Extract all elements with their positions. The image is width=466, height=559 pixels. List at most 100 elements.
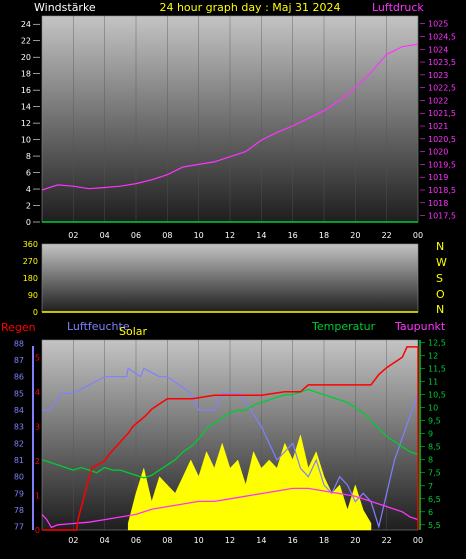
luftdruck-tick-12: 1023,5 <box>428 58 456 67</box>
windstaerke-tick-4: 8 <box>26 152 31 161</box>
pressure-x-tick-1: 04 <box>100 231 110 240</box>
temperatur-tick-11: 11 <box>428 378 438 387</box>
temperature-x-tick-8: 18 <box>319 536 329 545</box>
series-luftdruck <box>41 43 419 191</box>
luftfeuchte-tick-5: 82 <box>14 439 24 448</box>
windstaerke-tick-6: 12 <box>21 119 31 128</box>
pressure-x-tick-2: 06 <box>131 231 141 240</box>
luftdruck-tick-2: 1018,5 <box>428 186 456 195</box>
luftfeuchte-tick-0: 77 <box>14 523 24 532</box>
temperatur-tick-3: 7 <box>428 482 433 491</box>
pressure-x-tick-10: 22 <box>382 231 392 240</box>
series-layer <box>41 43 419 531</box>
series-luftfeuchte <box>42 367 419 529</box>
regen-label: Regen <box>1 321 36 334</box>
temperatur-tick-6: 8,5 <box>428 443 441 452</box>
temperatur-tick-4: 7,5 <box>428 469 441 478</box>
luftdruck-axis: 1017,5 1018 1018,5 1019 1019,5 1020 1020,5 1021… <box>420 20 456 221</box>
series-regen <box>42 346 419 531</box>
luftdruck-tick-5: 1020 <box>428 148 448 157</box>
pressure-x-tick-11: 00 <box>413 231 423 240</box>
luftdruck-tick-15: 1025 <box>428 20 448 29</box>
compass-w: W <box>436 256 447 269</box>
luftfeuchte-tick-6: 83 <box>14 423 24 432</box>
temperatur-axis: 5,5 6 6,5 7 7,5 8 8,5 9 9,5 10 10,5 11 11,5 12 12,5 <box>419 339 446 530</box>
luftfeuchte-tick-8: 85 <box>14 389 24 398</box>
winddir-tick-0: 0 <box>33 308 38 317</box>
pressure-grid <box>73 16 419 222</box>
compass-n-bottom: N <box>436 303 444 316</box>
regen-tick-0: 0 <box>35 526 40 535</box>
luftfeuchte-tick-1: 78 <box>14 506 24 515</box>
pressure-x-tick-3: 08 <box>162 231 172 240</box>
luftfeuchte-tick-10: 87 <box>14 356 24 365</box>
temperatur-tick-0: 5,5 <box>428 521 441 530</box>
temperatur-tick-8: 9,5 <box>428 417 441 426</box>
windstaerke-tick-2: 4 <box>26 185 31 194</box>
temperature-x-tick-9: 20 <box>350 536 360 545</box>
luftdruck-tick-0: 1017,5 <box>428 212 456 221</box>
windstaerke-tick-11: 22 <box>21 37 31 46</box>
windstaerke-tick-7: 14 <box>21 103 31 112</box>
compass-n-top: N <box>436 240 444 253</box>
windstaerke-tick-8: 16 <box>21 86 31 95</box>
temperatur-tick-2: 6,5 <box>428 495 441 504</box>
temperatur-tick-7: 9 <box>428 430 433 439</box>
pressure-x-tick-5: 12 <box>225 231 235 240</box>
windstaerke-tick-5: 10 <box>21 136 31 145</box>
windstaerke-tick-9: 18 <box>21 70 31 79</box>
luftdruck-tick-11: 1023 <box>428 71 448 80</box>
temperatur-label: Temperatur <box>311 320 376 333</box>
temperatur-tick-1: 6 <box>428 508 433 517</box>
temperatur-tick-12: 11,5 <box>428 365 446 374</box>
compass-o: O <box>436 288 445 301</box>
luftdruck-tick-1: 1018 <box>428 199 448 208</box>
luftdruck-tick-4: 1019,5 <box>428 160 456 169</box>
windstaerke-label: Windstärke <box>34 1 96 14</box>
series-solar <box>127 434 372 531</box>
temperature-x-tick-7: 16 <box>288 536 298 545</box>
temperatur-tick-9: 10 <box>428 404 438 413</box>
compass-s: S <box>436 272 443 285</box>
pressure-x-tick-0: 02 <box>68 231 78 240</box>
temperature-x-tick-4: 10 <box>194 536 204 545</box>
regen-tick-4: 4 <box>35 388 40 397</box>
temperature-x-tick-1: 04 <box>100 536 110 545</box>
solar-label: Solar <box>119 325 148 338</box>
windstaerke-tick-1: 2 <box>26 202 31 211</box>
pressure-x-tick-7: 16 <box>288 231 298 240</box>
temperature-x-tick-3: 08 <box>162 536 172 545</box>
luftfeuchte-tick-3: 80 <box>14 473 24 482</box>
temperature-x-tick-5: 12 <box>225 536 235 545</box>
luftfeuchte-label: Luftfeuchte <box>67 320 130 333</box>
luftfeuchte-tick-2: 79 <box>14 489 24 498</box>
pressure-x-tick-8: 18 <box>319 231 329 240</box>
temperature-x-tick-2: 06 <box>131 536 141 545</box>
winddir-axis: 0 90 180 270 360 <box>23 240 38 317</box>
luftfeuchte-tick-11: 88 <box>14 339 24 348</box>
pressure-x-tick-4: 10 <box>194 231 204 240</box>
winddir-tick-3: 270 <box>23 257 38 266</box>
series-temperatur <box>41 388 419 479</box>
temperatur-tick-14: 12,5 <box>428 339 446 348</box>
luftdruck-tick-6: 1020,5 <box>428 135 456 144</box>
pressure-x-tick-6: 14 <box>256 231 266 240</box>
luftfeuchte-tick-4: 81 <box>14 456 24 465</box>
luftdruck-tick-14: 1024,5 <box>428 32 456 41</box>
regen-tick-3: 3 <box>35 422 40 431</box>
windstaerke-tick-0: 0 <box>26 218 31 227</box>
luftdruck-label: Luftdruck <box>372 1 424 14</box>
regen-tick-1: 1 <box>35 491 40 500</box>
winddir-panel <box>41 243 419 313</box>
windstaerke-tick-3: 6 <box>26 169 31 178</box>
temperatur-tick-10: 10,5 <box>428 391 446 400</box>
winddir-tick-4: 360 <box>23 240 38 249</box>
taupunkt-label: Taupunkt <box>394 320 446 333</box>
chart-title: 24 hour graph day : Maj 31 2024 <box>159 1 340 14</box>
regen-axis: 0 1 2 3 4 5 <box>32 346 40 535</box>
winddir-tick-2: 180 <box>23 274 38 283</box>
temperatur-tick-5: 8 <box>428 456 433 465</box>
